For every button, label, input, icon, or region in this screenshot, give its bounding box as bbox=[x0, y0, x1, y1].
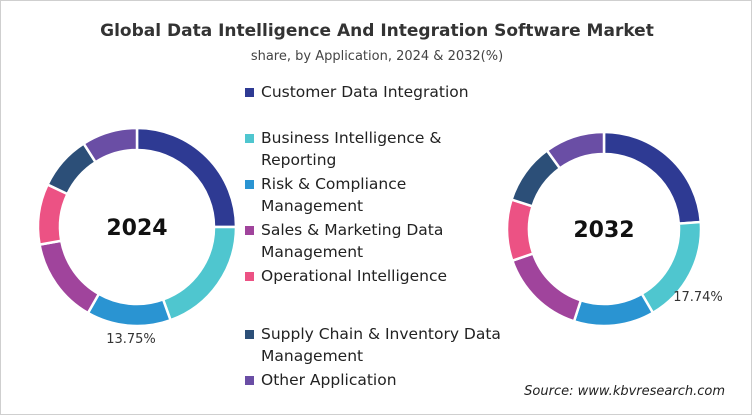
donut-slice bbox=[602, 130, 703, 225]
donut-slice bbox=[86, 292, 173, 328]
legend-item: Supply Chain & Inventory Data Management bbox=[245, 323, 501, 367]
legend-item: Risk & Compliance Management bbox=[245, 173, 501, 217]
legend-swatch bbox=[245, 272, 254, 281]
legend-item: Business Intelligence & Reporting bbox=[245, 127, 501, 171]
legend-label: Risk & Compliance Management bbox=[261, 175, 407, 215]
legend-label: Customer Data Integration bbox=[261, 83, 469, 101]
donut-slice bbox=[161, 225, 238, 322]
chart-subtitle: share, by Application, 2024 & 2032(%) bbox=[250, 49, 504, 64]
center-label: 2024 bbox=[106, 216, 167, 241]
chart-title: Global Data Intelligence And Integration… bbox=[100, 21, 654, 41]
center-label: 2032 bbox=[573, 218, 634, 243]
donut-slice bbox=[545, 130, 606, 171]
donut-slice bbox=[38, 239, 101, 315]
legend-label: Sales & Marketing Data Management bbox=[261, 221, 444, 261]
data-label: 13.75% bbox=[106, 332, 156, 347]
legend-label: Business Intelligence & Reporting bbox=[261, 129, 442, 169]
legend-swatch bbox=[245, 226, 254, 235]
source-note: Source: www.kbvresearch.com bbox=[524, 384, 725, 399]
legend-label: Supply Chain & Inventory Data Management bbox=[261, 325, 501, 365]
legend-item: Operational Intelligence bbox=[245, 265, 501, 287]
donut-slice bbox=[135, 126, 238, 229]
legend-swatch bbox=[245, 180, 254, 189]
legend-item: Customer Data Integration bbox=[245, 81, 501, 103]
donut-slice bbox=[81, 126, 139, 164]
legend-swatch bbox=[245, 134, 254, 143]
legend-swatch bbox=[245, 330, 254, 339]
donut-slice bbox=[36, 182, 70, 247]
legend-label: Operational Intelligence bbox=[261, 267, 448, 285]
donut-slice bbox=[505, 198, 535, 263]
donut-slice bbox=[510, 251, 583, 323]
legend-item: Sales & Marketing Data Management bbox=[245, 219, 501, 263]
legend-swatch bbox=[245, 376, 254, 385]
legend-label: Other Application bbox=[261, 371, 397, 389]
legend-swatch bbox=[245, 88, 254, 97]
donut-slice bbox=[572, 292, 655, 328]
data-label: 17.74% bbox=[673, 290, 723, 305]
legend-item: Other Application bbox=[245, 369, 501, 391]
